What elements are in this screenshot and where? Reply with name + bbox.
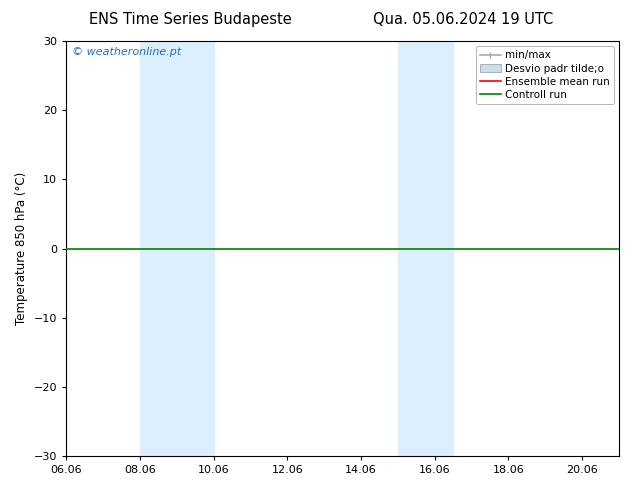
Text: Qua. 05.06.2024 19 UTC: Qua. 05.06.2024 19 UTC [373,12,553,27]
Legend: min/max, Desvio padr tilde;o, Ensemble mean run, Controll run: min/max, Desvio padr tilde;o, Ensemble m… [476,46,614,104]
Text: © weatheronline.pt: © weatheronline.pt [72,47,181,57]
Bar [398,41,453,456]
Bar [140,41,214,456]
Y-axis label: Temperature 850 hPa (°C): Temperature 850 hPa (°C) [15,172,28,325]
Text: ENS Time Series Budapeste: ENS Time Series Budapeste [89,12,292,27]
